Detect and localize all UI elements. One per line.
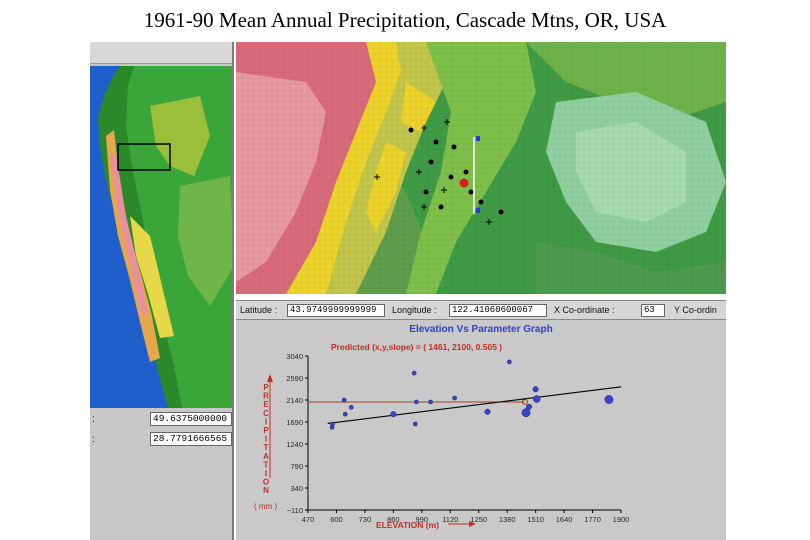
y-axis-label-letter: N: [263, 486, 269, 495]
y-tick-label: −110: [287, 506, 303, 515]
data-point: [507, 359, 512, 365]
data-point: [342, 411, 348, 417]
x-tick-label: 860: [387, 515, 400, 524]
x-tick-label: 1120: [442, 515, 458, 524]
elevation-precipitation-chart: Predicted (x,y,slope) = ( 1461, 2100, 0.…: [254, 342, 630, 530]
data-point: [414, 399, 419, 405]
data-point: [521, 408, 531, 418]
selected-location-marker: [459, 178, 469, 188]
data-point: [533, 395, 541, 403]
y-axis-label-letter: T: [264, 443, 269, 452]
y-axis-label-letter: R: [263, 392, 269, 401]
overview-toolbar: [90, 42, 232, 64]
x-tick-label: 1640: [556, 515, 573, 524]
x-tick-label: 990: [416, 515, 429, 524]
x-coordinate-input[interactable]: 63: [641, 304, 665, 317]
data-point: [484, 408, 491, 415]
overview-map[interactable]: [90, 66, 234, 408]
predicted-point: [521, 398, 528, 405]
y-tick-label: 1240: [286, 440, 303, 449]
x-tick-label: 600: [330, 515, 343, 524]
predicted-label: Predicted (x,y,slope) = ( 1461, 2100, 0.…: [331, 342, 502, 352]
y-tick-label: 2590: [286, 374, 303, 383]
data-point: [330, 421, 335, 427]
data-point: [349, 405, 354, 410]
y-axis-unit: ( mm ): [254, 502, 277, 511]
y-tick-label: 340: [290, 484, 303, 493]
data-point: [412, 421, 418, 427]
y-axis-label-letter: P: [263, 383, 269, 392]
y-axis-label-letter: P: [263, 426, 269, 435]
y-axis-label-letter: I: [265, 469, 267, 478]
overview-panel: : 49.6375000000 : 28.7791666565: [90, 42, 234, 540]
y-tick-label: 1690: [286, 418, 303, 427]
slide-title: 1961-90 Mean Annual Precipitation, Casca…: [143, 8, 667, 32]
y-axis-label-letter: I: [265, 435, 267, 444]
data-point: [604, 395, 614, 404]
graph-panel: Elevation Vs Parameter Graph Predicted (…: [236, 320, 726, 540]
data-point: [428, 399, 433, 405]
x-tick-label: 1770: [584, 515, 601, 524]
longitude-input[interactable]: 122.41060600067: [449, 304, 547, 317]
coordinate-bar: Latitude : 43.9749999999999 Longitude : …: [236, 300, 726, 320]
latitude-label: Latitude :: [240, 305, 278, 315]
field1-label: :: [92, 414, 95, 425]
graph-title: Elevation Vs Parameter Graph: [409, 324, 553, 335]
x-tick-label: 1900: [613, 515, 630, 524]
terrain-map[interactable]: [236, 42, 726, 294]
data-point: [452, 395, 457, 401]
data-point: [526, 403, 533, 410]
y-axis-label-letter: O: [263, 478, 269, 487]
overview-selection-box: [117, 143, 171, 171]
data-point: [341, 397, 347, 403]
y-tick-label: 2140: [286, 396, 303, 405]
y-axis-label-letter: T: [264, 460, 269, 469]
x-tick-label: 1250: [470, 515, 487, 524]
longitude-label: Longitude :: [392, 305, 437, 315]
field2-label: :: [92, 434, 95, 445]
data-point: [390, 411, 397, 418]
x-tick-label: 470: [302, 515, 315, 524]
y-axis-label-letter: C: [263, 409, 269, 418]
y-tick-label: 3040: [286, 352, 303, 361]
latitude-input[interactable]: 43.9749999999999: [287, 304, 385, 317]
field1-input[interactable]: 49.6375000000: [150, 412, 232, 426]
data-point: [411, 370, 417, 376]
x-coordinate-label: X Co-ordinate :: [554, 305, 615, 315]
y-axis-label-letter: A: [263, 452, 269, 461]
field2-input[interactable]: 28.7791666565: [150, 432, 232, 446]
x-tick-label: 1510: [527, 515, 544, 524]
y-axis-label-letter: E: [263, 400, 269, 409]
y-coordinate-label: Y Co-ordin: [674, 305, 717, 315]
x-axis-label: ELEVATION (m): [376, 520, 439, 530]
regression-line: [327, 386, 622, 425]
y-axis-label-letter: I: [265, 417, 267, 426]
overview-footer: [90, 494, 232, 540]
x-tick-label: 1380: [499, 515, 516, 524]
x-tick-label: 730: [359, 515, 372, 524]
data-point: [532, 386, 539, 393]
y-tick-label: 790: [290, 462, 303, 471]
